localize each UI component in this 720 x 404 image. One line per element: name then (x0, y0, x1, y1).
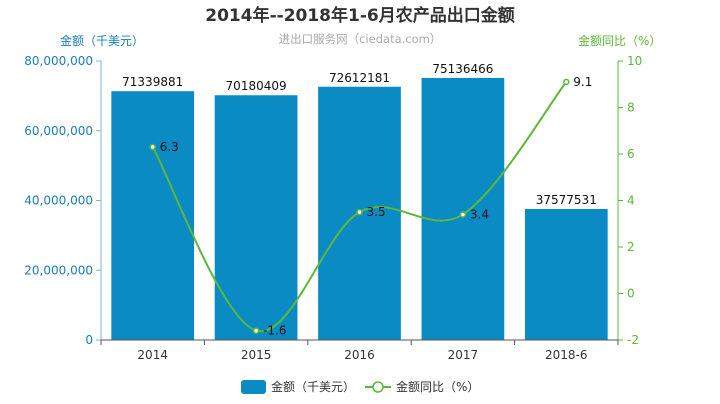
chart-title: 2014年--2018年1-6月农产品出口金额 (205, 5, 514, 26)
left-axis-tick-label: 0 (85, 333, 93, 347)
bar-value-label: 70180409 (226, 79, 287, 93)
legend: 金额（千美元） 金额同比（%） (241, 379, 479, 394)
yoy-point-2014 (149, 143, 156, 151)
x-axis-tick-label: 2018-6 (545, 348, 588, 362)
left-axis-tick-label: 20,000,000 (24, 263, 93, 277)
left-axis-tick-label: 60,000,000 (24, 124, 93, 138)
right-axis-tick-label: 10 (627, 54, 642, 68)
chart-subtitle: 进出口服务网（ciedata.com） (279, 32, 442, 46)
x-axis-tick-label: 2017 (448, 348, 479, 362)
legend-bar-swatch[interactable] (241, 380, 266, 394)
bar-2014 (111, 91, 195, 340)
left-axis-tick-label: 40,000,000 (24, 194, 93, 208)
bar-value-label: 75136466 (432, 62, 493, 76)
yoy-value-label: -1.6 (263, 324, 286, 338)
right-axis-tick-label: 0 (627, 287, 635, 301)
bars-layer (111, 77, 608, 341)
yoy-value-label: 9.1 (573, 75, 592, 89)
yoy-value-label: 3.5 (367, 205, 386, 219)
bar-2017 (421, 77, 505, 340)
bar-2015 (214, 95, 298, 341)
left-axis-tick-label: 80,000,000 (24, 54, 93, 68)
yoy-line (151, 81, 568, 333)
yoy-point-2018-6 (563, 78, 570, 86)
right-axis-tick-label: 8 (627, 101, 635, 115)
legend-bar-label[interactable]: 金额（千美元） (271, 379, 355, 394)
x-axis-tick-label: 2015 (241, 348, 272, 362)
bar-2018-6 (524, 208, 608, 340)
bar-value-label: 72612181 (329, 71, 390, 85)
axes-layer: 0 20,000,000 40,000,000 60,000,000 80,000,00… (24, 54, 642, 362)
yoy-point-2017 (459, 211, 467, 218)
bar-value-label: 71339881 (122, 75, 183, 89)
yoy-value-label: 3.4 (470, 207, 489, 221)
right-axis-tick-label: -2 (627, 333, 639, 347)
right-axis-tick-label: 2 (627, 240, 635, 254)
legend-line-marker[interactable] (372, 381, 384, 393)
yoy-point-2015 (252, 327, 260, 334)
right-axis-title: 金额同比（%） (578, 33, 661, 48)
right-axis-tick-label: 4 (627, 194, 635, 208)
line-layer (149, 78, 570, 334)
yoy-point-2016 (356, 208, 363, 216)
left-axis-title: 金额（千美元） (60, 33, 144, 48)
right-axis-tick-label: 6 (627, 147, 635, 161)
x-axis-tick-label: 2014 (137, 348, 168, 362)
yoy-value-label: 6.3 (160, 140, 179, 154)
labels-layer: 71339881 70180409 72612181 75136466 37577531… (122, 62, 597, 338)
bar-value-label: 37577531 (536, 193, 597, 207)
x-axis-tick-label: 2016 (344, 348, 375, 362)
legend-line-label[interactable]: 金额同比（%） (396, 379, 479, 394)
